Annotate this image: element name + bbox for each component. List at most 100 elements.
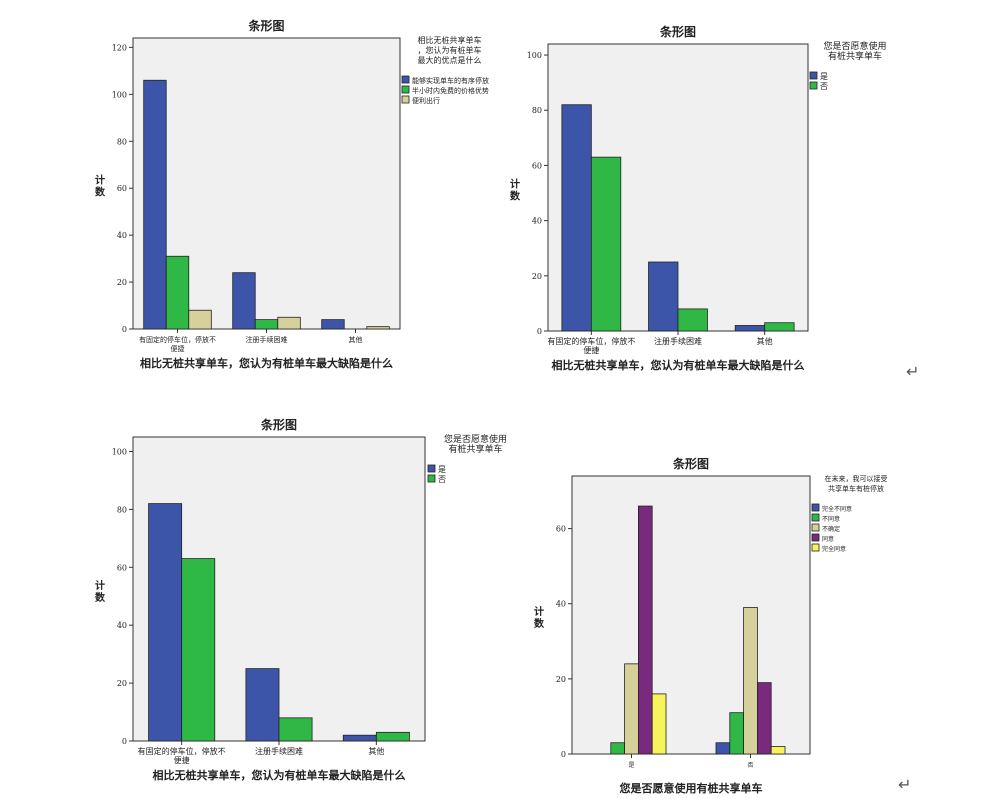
legend-swatch xyxy=(401,75,410,84)
y-tick-label: 80 xyxy=(117,505,127,514)
bar xyxy=(624,663,639,755)
x-tick-label: 有固定的停车位，停放不 xyxy=(139,335,216,344)
legend-title: 有桩共享单车 xyxy=(448,443,502,455)
bar xyxy=(561,104,592,332)
y-tick-label: 60 xyxy=(556,525,566,534)
bar xyxy=(590,156,622,332)
bar xyxy=(757,682,772,755)
y-axis-label: 计 xyxy=(95,579,105,592)
legend-swatch xyxy=(427,464,436,473)
bar xyxy=(638,505,653,755)
y-axis-label: 数 xyxy=(534,617,545,630)
chart-title: 条形图 xyxy=(260,417,297,432)
chart-title: 条形图 xyxy=(659,24,696,39)
x-tick-label: 便捷 xyxy=(583,345,599,355)
x-tick-label: 注册手续困难 xyxy=(654,336,702,346)
bar xyxy=(342,734,377,742)
y-tick-label: 80 xyxy=(532,106,542,115)
y-tick-label: 20 xyxy=(117,679,127,688)
x-axis-label: 您是否愿意使用有桩共享单车 xyxy=(620,781,763,795)
legend-label: 是 xyxy=(820,72,828,81)
legend-swatch xyxy=(811,503,820,512)
bar xyxy=(366,326,390,330)
x-axis-label: 相比无桩共享单车，您认为有桩单车最大缺陷是什么 xyxy=(140,356,393,370)
bar xyxy=(181,558,216,742)
x-tick-label: 有固定的停车位，停放不 xyxy=(138,746,226,756)
legend-swatch xyxy=(811,523,820,532)
x-tick-label: 有固定的停车位，停放不 xyxy=(547,336,635,346)
y-tick-label: 40 xyxy=(117,231,127,240)
y-tick-label: 0 xyxy=(537,327,542,336)
y-tick-label: 100 xyxy=(112,90,127,99)
legend-label: 半小时内免费的价格优势 xyxy=(412,86,489,95)
return-mark: ↵ xyxy=(906,362,920,381)
y-tick-label: 20 xyxy=(532,272,542,281)
legend-title: 您是否愿意使用 xyxy=(444,433,507,445)
y-axis-label: 数 xyxy=(95,591,106,604)
y-tick-label: 100 xyxy=(527,51,542,60)
x-axis-label: 相比无桩共享单车，您认为有桩单车最大缺陷是什么 xyxy=(153,768,406,782)
legend-title: 最大的优点是什么 xyxy=(418,55,482,65)
y-axis-label: 计 xyxy=(534,605,544,618)
plot-area xyxy=(571,475,811,755)
y-tick-label: 0 xyxy=(122,325,127,334)
legend-label: 完全同意 xyxy=(822,545,846,553)
bar xyxy=(651,693,667,755)
x-tick-label: 是 xyxy=(628,762,634,769)
y-tick-label: 60 xyxy=(117,563,127,572)
bar xyxy=(321,319,345,330)
legend-label: 不同意 xyxy=(822,515,840,523)
y-axis-label: 计 xyxy=(510,178,520,191)
y-tick-label: 0 xyxy=(561,750,566,759)
legend-swatch xyxy=(811,543,820,552)
bar xyxy=(648,261,679,332)
legend-title: 相比无桩共享单车 xyxy=(418,35,482,45)
bar xyxy=(232,272,256,330)
bar xyxy=(729,712,744,755)
x-tick-label: 其他 xyxy=(368,746,384,756)
legend-swatch xyxy=(811,513,820,522)
return-mark: ↵ xyxy=(898,775,912,794)
legend-label: 同意 xyxy=(822,535,834,543)
y-tick-label: 0 xyxy=(122,737,127,746)
y-tick-label: 80 xyxy=(117,137,127,146)
bar xyxy=(254,319,279,330)
legend-label: 是 xyxy=(438,465,446,474)
x-tick-label: 便捷 xyxy=(174,755,190,765)
x-tick-label: 否 xyxy=(747,762,753,769)
legend-swatch xyxy=(401,85,410,94)
x-tick-label: 注册手续困难 xyxy=(246,335,288,344)
bar xyxy=(148,503,183,742)
bar xyxy=(677,308,708,332)
legend-label: 能够实现单车的有序停放 xyxy=(412,76,489,85)
bar xyxy=(375,731,410,742)
y-axis-label: 数 xyxy=(510,190,521,203)
legend-title: 共享单车有桩停放 xyxy=(828,484,884,493)
x-axis-label: 相比无桩共享单车，您认为有桩单车最大缺陷是什么 xyxy=(552,358,805,372)
legend-swatch xyxy=(427,474,436,483)
x-tick-label: 其他 xyxy=(757,336,773,346)
legend-title: ，您认为有桩单车 xyxy=(418,45,482,55)
bar xyxy=(764,322,795,332)
y-tick-label: 120 xyxy=(112,43,127,52)
x-tick-label: 注册手续困难 xyxy=(255,746,303,756)
x-tick-label: 其他 xyxy=(349,335,363,344)
y-tick-label: 60 xyxy=(532,161,542,170)
y-tick-label: 60 xyxy=(117,184,127,193)
legend-swatch xyxy=(811,533,820,542)
y-axis-label: 计 xyxy=(95,174,105,187)
bar xyxy=(610,742,625,755)
chart-title: 条形图 xyxy=(672,456,709,471)
y-tick-label: 100 xyxy=(112,447,127,456)
y-tick-label: 40 xyxy=(117,621,127,630)
legend-label: 否 xyxy=(820,82,828,91)
legend-label: 否 xyxy=(438,475,446,484)
bar xyxy=(277,316,301,330)
bar xyxy=(770,746,786,755)
bar xyxy=(715,742,731,755)
bar xyxy=(188,309,212,330)
bar xyxy=(743,607,758,755)
legend-swatch xyxy=(401,95,410,104)
